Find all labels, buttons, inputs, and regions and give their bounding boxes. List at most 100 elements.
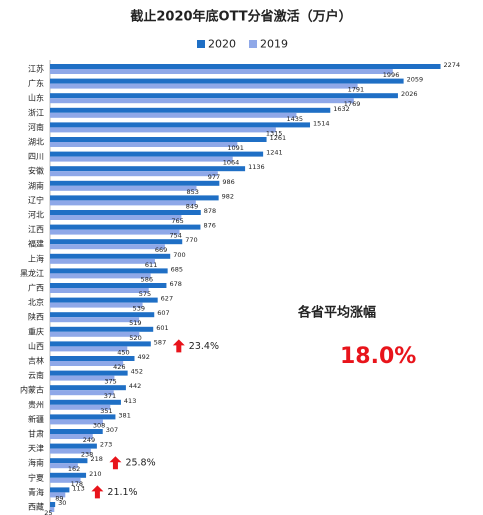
- value-label: 575: [139, 290, 151, 298]
- value-label: 1136: [248, 163, 265, 171]
- bar: [50, 224, 201, 230]
- value-label: 669: [155, 246, 167, 254]
- bar: [50, 414, 116, 420]
- category-label: 浙江: [28, 107, 44, 117]
- category-label: 北京: [28, 297, 44, 307]
- bar: [50, 302, 143, 308]
- value-label: 307: [106, 426, 118, 434]
- value-label: 587: [154, 338, 166, 346]
- bar: [50, 341, 151, 347]
- bar: [50, 356, 135, 361]
- category-label: 广西: [28, 283, 44, 293]
- bar: [50, 258, 155, 264]
- bar: [50, 112, 297, 118]
- bar: [50, 419, 103, 425]
- value-label: 375: [104, 378, 116, 386]
- bar: [50, 283, 167, 288]
- legend-swatch: [197, 40, 205, 48]
- legend-label: 2020: [208, 38, 236, 51]
- arrow-icon: [172, 339, 185, 353]
- bar: [50, 93, 398, 99]
- value-label: 770: [185, 236, 197, 244]
- category-label: 陕西: [28, 312, 44, 322]
- annotation: 23.4%: [189, 341, 219, 352]
- category-label: 湖北: [28, 138, 44, 147]
- value-label: 452: [131, 368, 143, 376]
- bar: [50, 477, 81, 483]
- value-label: 1514: [313, 119, 330, 127]
- bar: [50, 229, 180, 235]
- value-label: 977: [208, 173, 220, 181]
- value-label: 1241: [266, 149, 283, 157]
- value-label: 986: [222, 178, 234, 186]
- value-label: 700: [173, 251, 185, 259]
- value-label: 853: [186, 188, 198, 196]
- category-label: 湖南: [28, 180, 44, 190]
- bar: [50, 448, 91, 454]
- bar: [50, 317, 140, 323]
- bar: [50, 463, 78, 469]
- category-label: 重庆: [28, 326, 44, 336]
- value-label: 1435: [286, 115, 303, 123]
- bar: [50, 78, 404, 84]
- bar: [50, 137, 267, 142]
- bar: [50, 458, 88, 464]
- value-label: 413: [124, 397, 136, 405]
- bar: [50, 326, 154, 332]
- bar: [50, 434, 93, 439]
- value-label: 607: [157, 309, 169, 317]
- category-label: 山西: [28, 341, 44, 351]
- category-label: 辽宁: [28, 195, 44, 205]
- value-label: 982: [222, 192, 234, 200]
- value-label: 586: [141, 275, 153, 283]
- value-label: 426: [113, 363, 125, 371]
- bar: [50, 502, 56, 507]
- bar: [50, 404, 111, 410]
- value-label: 442: [129, 382, 141, 390]
- value-label: 878: [204, 207, 216, 215]
- bar: [50, 180, 220, 186]
- value-label: 218: [90, 455, 102, 463]
- bar: [50, 239, 183, 245]
- value-label: 611: [145, 261, 157, 269]
- value-label: 1791: [348, 86, 365, 94]
- value-label: 178: [71, 480, 83, 488]
- summary-label: 各省平均涨幅: [297, 305, 376, 321]
- bar: [50, 390, 114, 396]
- category-label: 吉林: [28, 356, 44, 366]
- category-label: 海南: [28, 458, 44, 468]
- value-label: 1996: [383, 71, 400, 79]
- value-label: 685: [171, 265, 183, 273]
- bar: [50, 443, 97, 449]
- category-label: 青海: [28, 487, 44, 497]
- bar: [50, 83, 358, 89]
- value-label: 519: [129, 319, 141, 327]
- value-label: 89: [55, 494, 63, 502]
- category-label: 安徽: [28, 166, 44, 176]
- category-label: 江西: [28, 225, 44, 234]
- bar: [50, 151, 264, 157]
- category-label: 四川: [28, 152, 44, 161]
- bar: [50, 429, 103, 434]
- category-label: 甘肃: [28, 429, 44, 439]
- legend-swatch: [249, 40, 257, 48]
- category-label: 西藏: [28, 502, 44, 512]
- value-label: 381: [118, 411, 130, 419]
- value-label: 849: [186, 202, 198, 210]
- legend-label: 2019: [260, 38, 288, 51]
- bar: [50, 98, 354, 104]
- bar: [50, 399, 121, 405]
- category-label: 天津: [28, 443, 44, 453]
- category-label: 上海: [28, 253, 44, 263]
- value-label: 765: [171, 217, 183, 225]
- chart-title: 截止2020年底OTT分省激活（万户）: [130, 9, 351, 25]
- bar: [50, 210, 201, 215]
- value-label: 351: [100, 407, 112, 415]
- bar: [50, 331, 140, 337]
- value-label: 678: [169, 280, 181, 288]
- bar: [50, 244, 165, 250]
- bar: [50, 472, 87, 478]
- bar: [50, 185, 197, 191]
- bar: [50, 107, 331, 113]
